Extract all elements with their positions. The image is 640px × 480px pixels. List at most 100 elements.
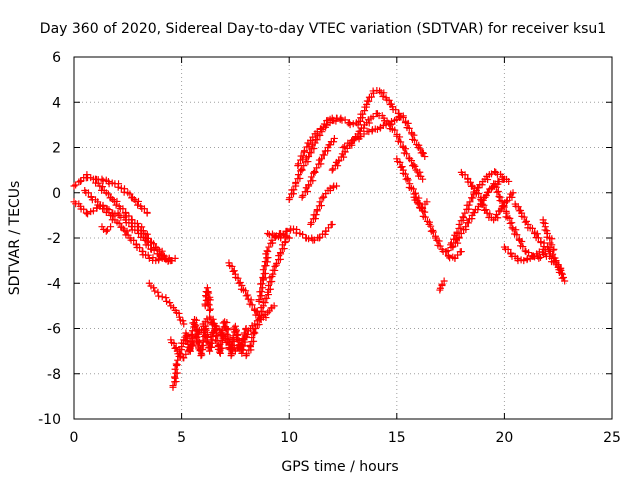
data-point bbox=[500, 203, 508, 211]
data-point bbox=[495, 193, 503, 201]
data-point bbox=[215, 325, 223, 333]
data-point bbox=[311, 168, 319, 176]
data-point bbox=[134, 197, 142, 205]
data-point bbox=[385, 96, 393, 104]
data-point bbox=[299, 156, 307, 164]
series-cluster-spike bbox=[201, 284, 214, 314]
data-point bbox=[258, 292, 266, 300]
data-point bbox=[207, 332, 215, 340]
data-point bbox=[533, 230, 541, 238]
data-point bbox=[228, 337, 236, 345]
data-point bbox=[493, 188, 501, 196]
data-point bbox=[365, 128, 373, 136]
data-point bbox=[457, 229, 465, 237]
data-point bbox=[520, 257, 528, 265]
data-point bbox=[199, 336, 207, 344]
data-point bbox=[480, 201, 488, 209]
data-point bbox=[216, 348, 224, 356]
data-point bbox=[205, 289, 213, 297]
data-point bbox=[170, 339, 178, 347]
data-point bbox=[244, 291, 252, 299]
data-point bbox=[309, 169, 317, 177]
data-point bbox=[151, 287, 159, 295]
data-point bbox=[396, 158, 404, 166]
series-rise-4 bbox=[264, 220, 336, 244]
data-point bbox=[188, 341, 196, 349]
x-tick-label: 25 bbox=[603, 430, 621, 446]
data-point bbox=[265, 282, 273, 290]
data-point bbox=[204, 318, 212, 326]
data-point bbox=[286, 194, 294, 202]
data-point bbox=[310, 145, 318, 152]
data-point bbox=[355, 117, 363, 125]
data-point bbox=[104, 190, 112, 198]
data-point bbox=[561, 277, 569, 285]
data-point bbox=[294, 160, 302, 168]
data-point bbox=[560, 273, 568, 281]
data-point bbox=[271, 262, 279, 270]
data-point bbox=[346, 121, 354, 129]
data-point bbox=[459, 213, 467, 221]
data-point bbox=[143, 230, 151, 238]
data-point bbox=[256, 311, 264, 319]
y-tick-labels: -10 -8 -6 -4 -2 0 2 4 6 bbox=[38, 50, 61, 428]
data-point bbox=[369, 113, 377, 121]
data-point bbox=[423, 198, 431, 206]
data-point bbox=[466, 198, 474, 206]
data-point bbox=[305, 143, 313, 151]
data-point bbox=[192, 316, 200, 324]
data-point bbox=[150, 284, 158, 292]
data-point bbox=[512, 226, 520, 234]
series-rise-2 bbox=[242, 234, 293, 360]
y-tick-label: -10 bbox=[38, 412, 61, 428]
data-point bbox=[172, 344, 180, 352]
data-point bbox=[103, 226, 111, 234]
y-tick-label: 6 bbox=[52, 50, 61, 66]
data-point bbox=[411, 136, 419, 144]
data-point bbox=[262, 262, 270, 270]
data-point bbox=[258, 280, 266, 288]
data-point bbox=[264, 254, 272, 262]
data-point bbox=[115, 219, 123, 227]
data-point bbox=[243, 350, 251, 358]
data-point bbox=[328, 220, 336, 228]
data-point bbox=[298, 165, 306, 173]
series-fall-6 bbox=[511, 200, 558, 254]
data-point bbox=[365, 119, 373, 127]
data-point bbox=[528, 224, 536, 232]
x-tick-label: 15 bbox=[388, 430, 406, 446]
data-point bbox=[239, 335, 247, 343]
data-point bbox=[474, 206, 482, 214]
data-point bbox=[463, 219, 471, 227]
data-point bbox=[242, 287, 250, 295]
data-point bbox=[234, 274, 242, 282]
data-point bbox=[494, 214, 502, 222]
data-point bbox=[455, 233, 463, 241]
data-point bbox=[402, 145, 410, 153]
series-tail bbox=[539, 216, 556, 249]
data-point bbox=[264, 309, 272, 317]
data-point bbox=[259, 273, 267, 281]
series-trace-d bbox=[92, 175, 151, 217]
chart-title: Day 360 of 2020, Sidereal Day-to-day VTE… bbox=[40, 21, 606, 37]
data-point bbox=[218, 344, 226, 352]
data-point bbox=[236, 278, 244, 286]
data-point bbox=[392, 106, 400, 114]
data-point bbox=[541, 226, 549, 234]
data-point bbox=[172, 378, 180, 386]
data-point bbox=[317, 155, 325, 163]
data-points bbox=[70, 86, 569, 391]
data-point bbox=[283, 227, 291, 235]
data-point bbox=[294, 171, 302, 179]
x-axis-title: GPS time / hours bbox=[281, 459, 398, 475]
data-point bbox=[125, 212, 133, 220]
series-trace-e bbox=[98, 223, 115, 235]
data-point bbox=[276, 249, 284, 257]
data-point bbox=[556, 265, 564, 273]
data-point bbox=[298, 193, 306, 201]
data-point bbox=[224, 326, 232, 334]
data-point bbox=[253, 317, 261, 325]
data-point bbox=[182, 331, 190, 339]
data-point bbox=[359, 110, 367, 118]
data-point bbox=[109, 212, 117, 220]
